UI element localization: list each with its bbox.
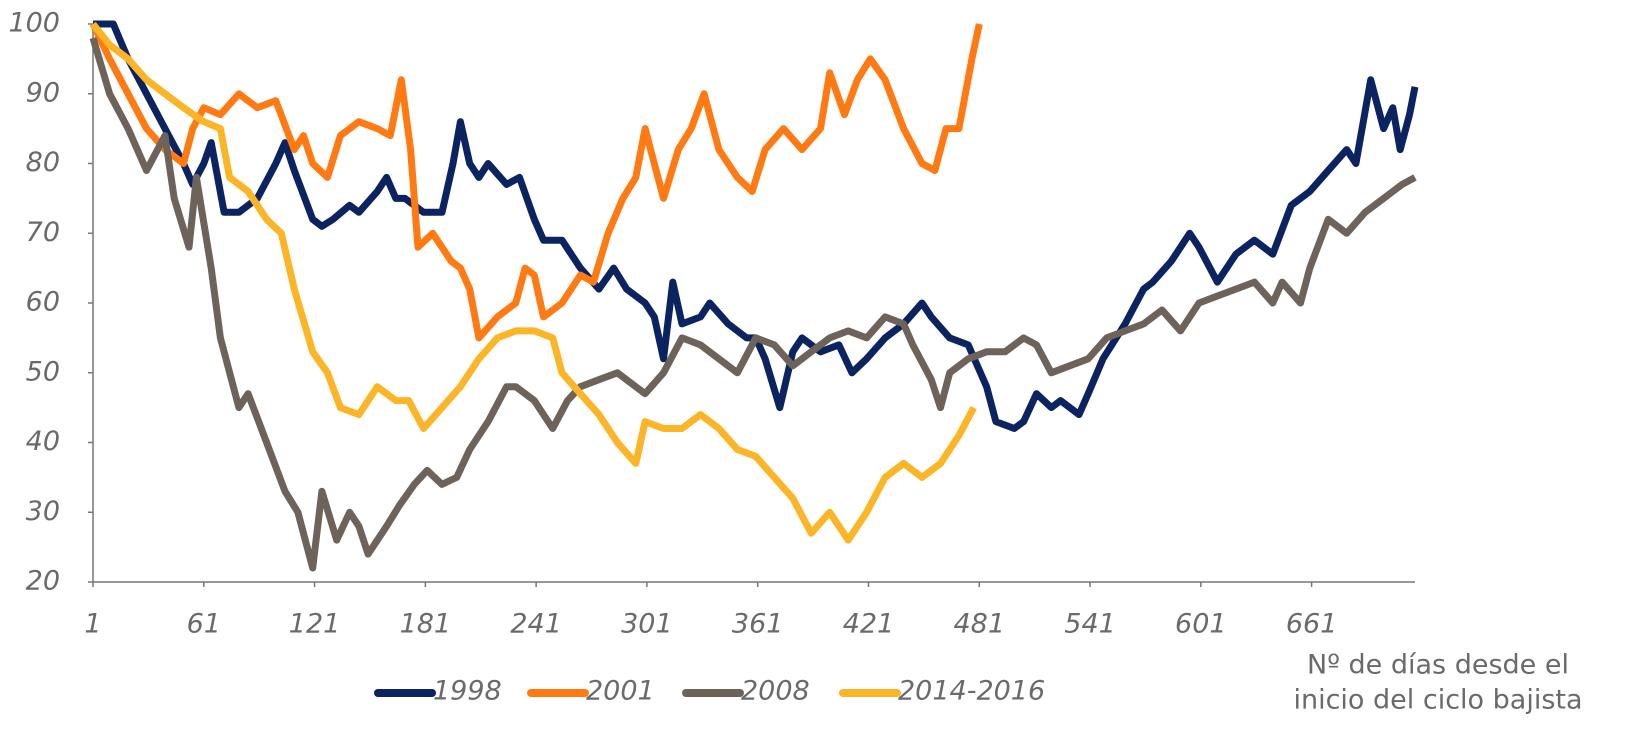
- y-tick-label: 50: [26, 356, 60, 387]
- x-tick-label: 121: [289, 609, 341, 640]
- x-axis-title: Nº de días desde el: [1307, 650, 1569, 681]
- legend-label: 2008: [741, 676, 810, 707]
- x-tick-label: 661: [1286, 609, 1338, 640]
- x-tick-label: 241: [510, 609, 562, 640]
- series-line: [90, 21, 977, 544]
- series-line: [93, 20, 1419, 432]
- series-line: [89, 22, 983, 342]
- x-tick-label: 301: [621, 609, 673, 640]
- series-line: [89, 37, 1417, 572]
- y-tick-label: 90: [26, 77, 60, 108]
- y-tick-label: 60: [26, 287, 60, 318]
- legend-label: 2014-2016: [898, 676, 1045, 707]
- x-tick-label: 481: [953, 609, 1005, 640]
- y-tick-label: 80: [26, 147, 60, 178]
- x-tick-label: 361: [732, 609, 784, 640]
- y-tick-label: 100: [8, 8, 60, 39]
- x-tick-label: 421: [843, 609, 895, 640]
- x-tick-label: 541: [1064, 609, 1116, 640]
- x-tick-label: 61: [187, 609, 221, 640]
- y-tick-label: 20: [26, 566, 60, 597]
- y-tick-label: 70: [26, 217, 60, 248]
- legend-label: 1998: [433, 676, 502, 707]
- y-tick-label: 40: [26, 426, 60, 457]
- x-tick-label: 1: [84, 609, 101, 640]
- x-tick-label: 601: [1175, 609, 1227, 640]
- x-axis-title: inicio del ciclo bajista: [1293, 685, 1582, 716]
- x-tick-label: 181: [400, 609, 452, 640]
- legend-label: 2001: [586, 676, 655, 707]
- y-tick-label: 30: [26, 496, 60, 527]
